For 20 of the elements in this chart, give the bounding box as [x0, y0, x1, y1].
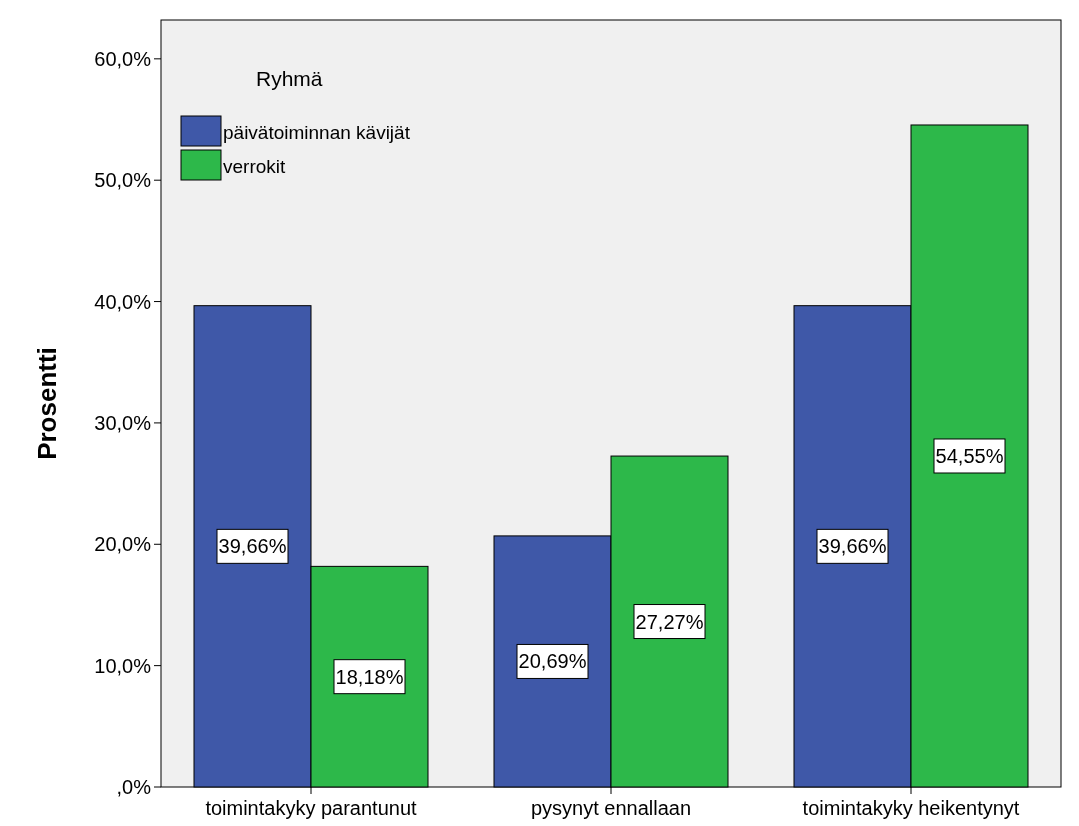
y-tick-label: 60,0% [94, 47, 152, 70]
y-tick-label: 30,0% [94, 411, 152, 434]
y-tick-label: 20,0% [94, 533, 152, 556]
data-label: 18,18% [335, 665, 404, 688]
data-label: 39,66% [218, 535, 287, 558]
y-tick-label: 50,0% [94, 169, 152, 192]
legend-title: Ryhmä [256, 67, 323, 90]
y-axis-title: Prosentti [32, 347, 62, 460]
data-label: 39,66% [818, 535, 887, 558]
x-tick-label: toimintakyky parantunut [205, 797, 418, 819]
data-label: 20,69% [518, 650, 587, 673]
data-label: 27,27% [635, 610, 704, 633]
x-tick-label: pysynyt ennallaan [530, 797, 692, 819]
y-tick-label: ,0% [116, 776, 152, 798]
y-tick-label: 10,0% [94, 654, 152, 677]
data-label: 54,55% [935, 444, 1004, 467]
legend-label: verrokit [223, 155, 287, 177]
x-tick-label: toimintakyky heikentynyt [802, 797, 1020, 819]
legend-label: päivätoiminnan kävijät [223, 121, 411, 143]
y-tick-label: 40,0% [94, 290, 152, 313]
